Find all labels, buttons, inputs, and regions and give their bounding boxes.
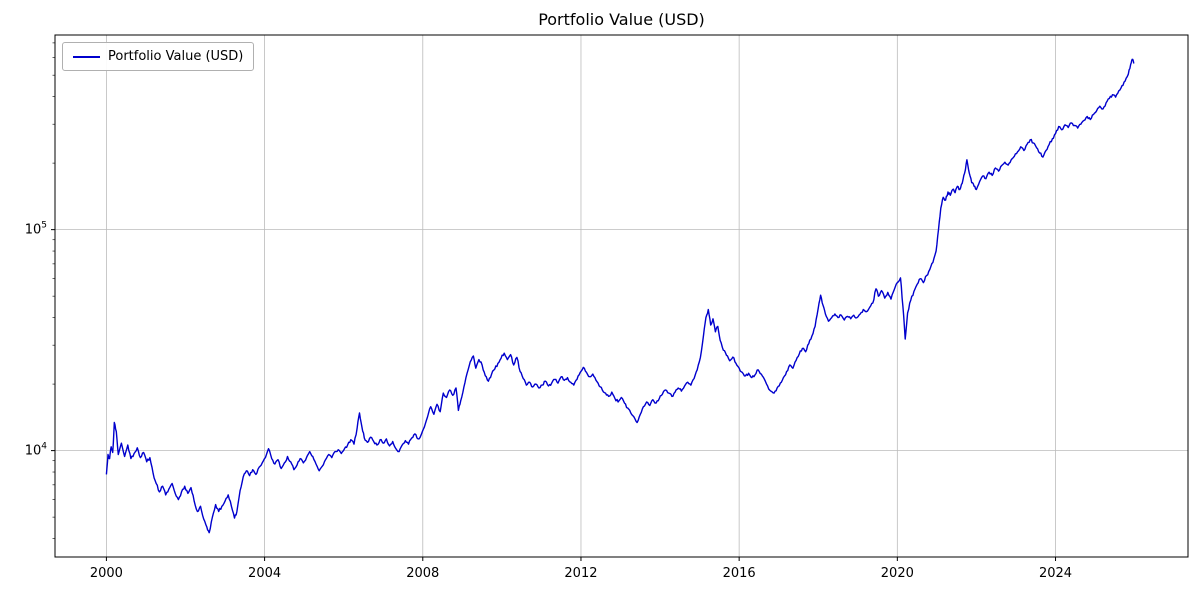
x-tick-label: 2012 xyxy=(564,566,597,581)
legend-label: Portfolio Value (USD) xyxy=(108,49,244,64)
y-tick-label: 105 xyxy=(25,221,47,238)
x-tick-label: 2024 xyxy=(1039,566,1072,581)
x-tick-label: 2000 xyxy=(90,566,123,581)
x-tick-label: 2008 xyxy=(406,566,439,581)
y-axis: 104 105 xyxy=(25,42,55,539)
axes-frame xyxy=(54,34,1189,558)
chart-title: Portfolio Value (USD) xyxy=(538,10,705,29)
x-tick-label: 2004 xyxy=(248,566,281,581)
legend: Portfolio Value (USD) xyxy=(62,42,255,71)
y-tick-label: 104 xyxy=(25,442,48,459)
series-line-portfolio-value xyxy=(105,58,1135,534)
x-tick-label: 2020 xyxy=(881,566,914,581)
x-axis: 2000 2004 2008 2012 2016 2020 2024 xyxy=(90,557,1072,581)
x-tick-label: 2016 xyxy=(723,566,756,581)
legend-line-sample xyxy=(73,55,100,58)
grid-lines xyxy=(55,35,1188,557)
